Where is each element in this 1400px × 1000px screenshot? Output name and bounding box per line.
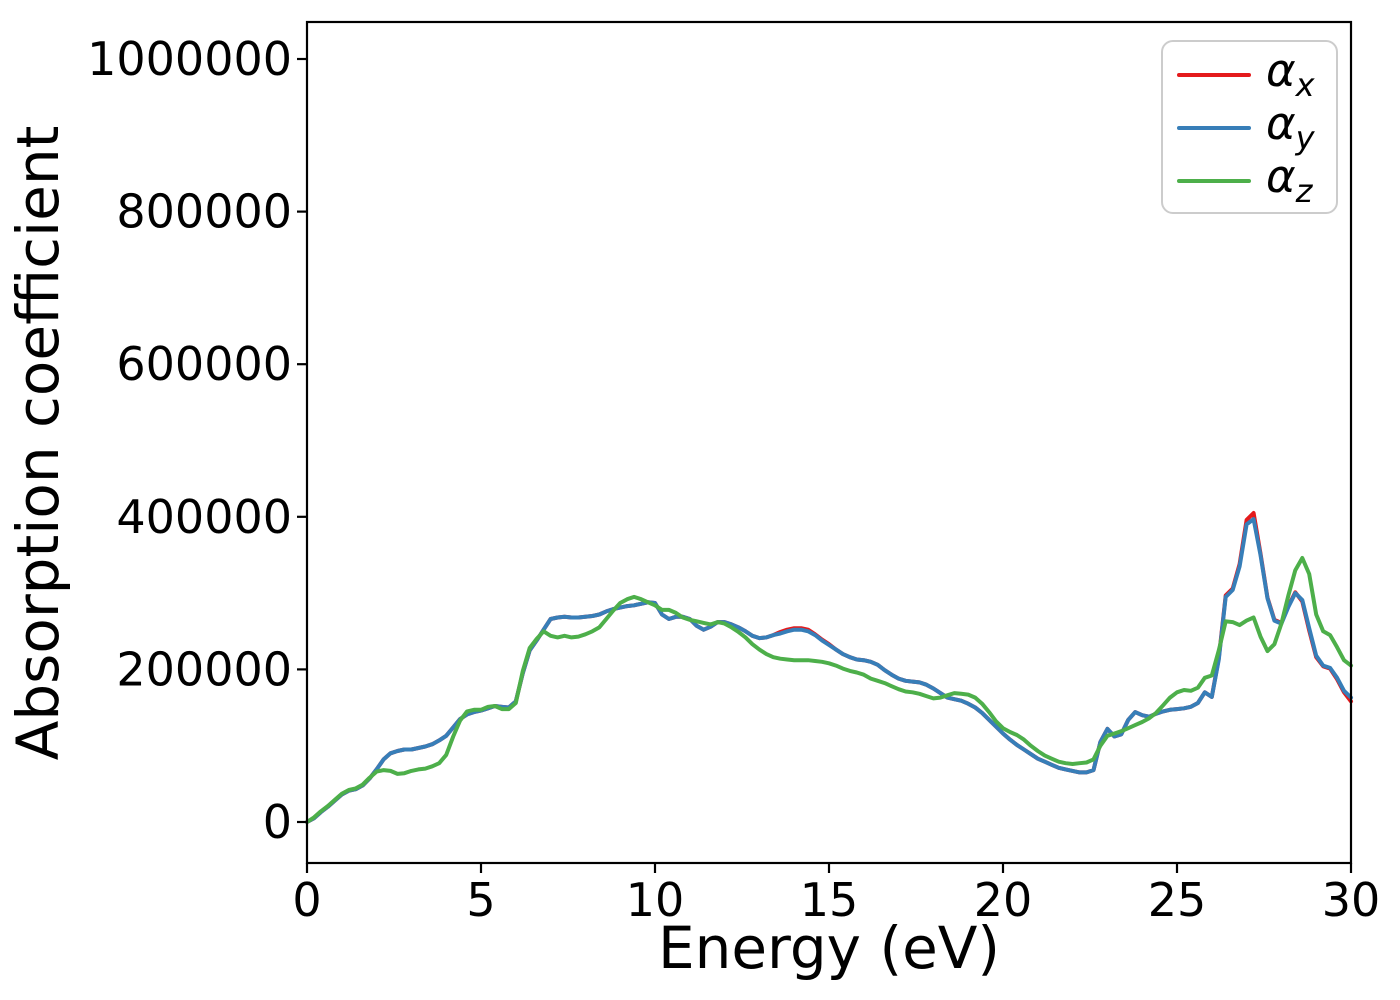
y-tick-label: 200000: [116, 642, 292, 696]
legend-entry-alpha-z: αz: [1177, 154, 1336, 207]
legend-swatch-alpha-x: [1177, 72, 1251, 77]
legend-label-sub: y: [1295, 119, 1315, 157]
y-axis-label: Absorption coefficient: [4, 125, 72, 761]
x-axis-tick-labels: 0 5 10 15 20 25 30: [292, 873, 1380, 927]
x-tick-label: 10: [626, 873, 685, 927]
legend-entry-alpha-x: αx: [1177, 48, 1336, 101]
legend-label-base: α: [1266, 150, 1296, 203]
legend-label-sub: z: [1295, 172, 1313, 210]
series-lines: [305, 511, 1353, 824]
x-axis-label: Energy (eV): [657, 914, 1001, 982]
legend-label-alpha-x: αx: [1266, 48, 1315, 101]
legend-swatch-alpha-z: [1177, 178, 1251, 183]
y-tick-label: 400000: [116, 490, 292, 544]
legend-label-sub: x: [1295, 66, 1315, 104]
legend-entry-alpha-y: αy: [1177, 101, 1336, 154]
y-tick-label: 800000: [116, 185, 292, 239]
x-tick-label: 20: [974, 873, 1033, 927]
x-tick-label: 5: [466, 873, 495, 927]
legend-label-base: α: [1266, 44, 1296, 97]
legend-swatch-alpha-y: [1177, 125, 1251, 130]
y-axis-ticks: [297, 57, 307, 824]
x-axis-ticks: [305, 863, 1353, 873]
y-tick-label: 600000: [116, 337, 292, 391]
line-alpha-z: [305, 556, 1353, 824]
y-tick-label: 0: [263, 795, 292, 849]
legend-label-alpha-y: αy: [1266, 101, 1315, 154]
x-tick-label: 15: [800, 873, 859, 927]
x-tick-label: 30: [1322, 873, 1381, 927]
legend-label-base: α: [1266, 97, 1296, 150]
y-tick-label: 1000000: [87, 32, 292, 86]
legend-label-alpha-z: αz: [1266, 154, 1312, 207]
legend: αx αy αz: [1161, 40, 1338, 214]
x-tick-label: 25: [1148, 873, 1207, 927]
y-axis-tick-labels: 0 200000 400000 600000 800000 1000000: [87, 32, 292, 849]
x-tick-label: 0: [292, 873, 321, 927]
